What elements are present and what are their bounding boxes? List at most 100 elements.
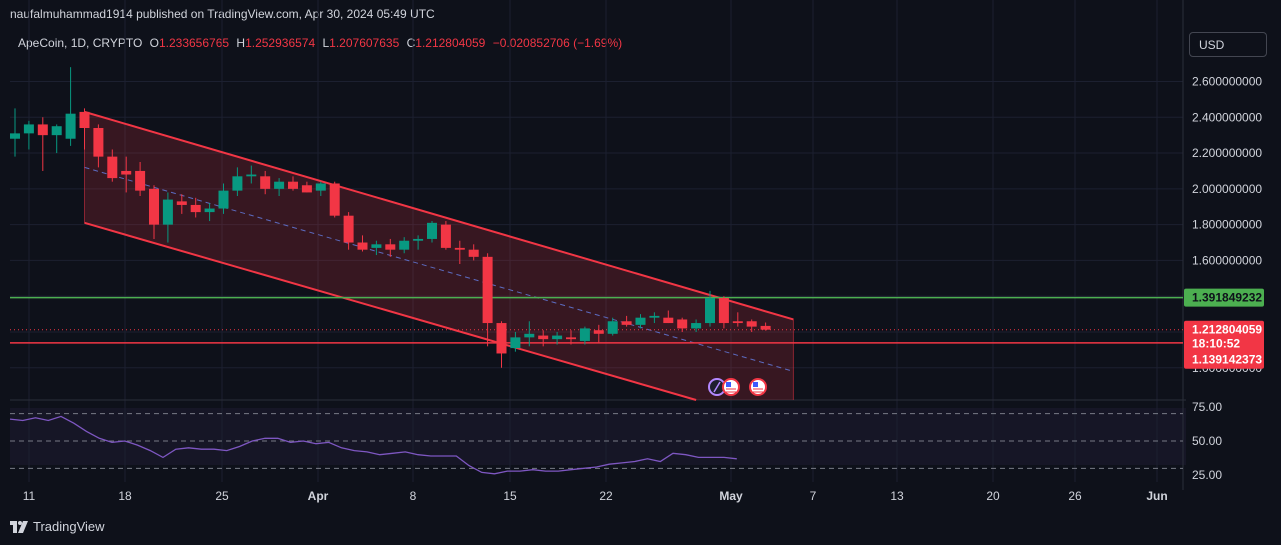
candle-body (427, 222, 437, 239)
candle-body (329, 183, 340, 216)
candle-body (315, 183, 326, 191)
candle-body (10, 133, 20, 139)
high-value: 1.252936574 (245, 36, 316, 50)
date-tick-label: 8 (410, 489, 417, 503)
low-label: L (322, 36, 330, 50)
candle-body (260, 176, 271, 189)
horizontal-levels (10, 296, 1183, 344)
date-tick-label: 13 (890, 489, 904, 503)
events (708, 378, 767, 396)
candle-body (621, 321, 632, 325)
change-value: −0.020852706 (−1.69%) (492, 36, 623, 50)
date-tick-label: 20 (986, 489, 1000, 503)
currency-button[interactable]: USD (1189, 32, 1267, 57)
price-tick-label: 1.600000000 (1192, 253, 1262, 267)
candle-body (566, 337, 576, 340)
last-price-tag (1184, 320, 1264, 369)
candle-body (343, 215, 354, 243)
candle-body (135, 170, 146, 191)
resistance-price-label: 1.391849232 (1192, 291, 1262, 305)
date-tick-label: Jun (1146, 489, 1167, 503)
candle-body (399, 240, 410, 250)
candle-body (607, 321, 618, 334)
rsi-tick-label: 75.00 (1192, 400, 1222, 414)
candle-body (524, 333, 535, 338)
us-flag-icon[interactable] (722, 378, 740, 396)
rsi-band (10, 408, 1186, 465)
candle-body (288, 181, 298, 189)
candle-body (190, 204, 201, 213)
candle-body (552, 335, 563, 340)
channel-fill (84, 111, 794, 400)
candle-body (538, 335, 549, 340)
resistance-price-tag (1184, 288, 1264, 307)
candle-body (51, 126, 62, 136)
rsi-indicator (9, 413, 1183, 475)
candle-body (454, 247, 465, 250)
tradingview-logo-icon (10, 520, 28, 533)
date-tick-label: 7 (810, 489, 817, 503)
support-price-label: 1.139142373 (1192, 353, 1262, 367)
candle-body (649, 315, 660, 318)
candle-body (246, 174, 257, 177)
countdown-label: 18:10:52 (1192, 337, 1240, 351)
price-tick-label: 2.000000000 (1192, 182, 1262, 196)
candle-body (274, 181, 285, 189)
candle-body (301, 185, 312, 193)
close-label: C (406, 36, 416, 50)
price-tick-label: 2.200000000 (1192, 146, 1262, 160)
candle-body (162, 199, 173, 225)
rsi-tick-label: 25.00 (1192, 468, 1222, 482)
date-tick-label: 15 (503, 489, 517, 503)
last-price-label: 1.212804059 (1192, 323, 1262, 337)
regression-channel (84, 110, 794, 401)
candle-body (718, 298, 729, 324)
candle-body (37, 124, 48, 136)
open-label: O (149, 36, 159, 50)
candle-body (121, 170, 132, 175)
date-tick-label: May (719, 489, 743, 503)
candle-body (357, 242, 368, 250)
candle-body (691, 323, 702, 329)
candle-body (677, 319, 688, 329)
candle-body (23, 124, 34, 134)
candle-body (663, 317, 674, 324)
close-value: 1.212804059 (415, 36, 486, 50)
date-tick-label: Apr (308, 489, 329, 503)
candle-body (510, 337, 521, 349)
candle-body (65, 113, 76, 139)
price-tick-label: 1.800000000 (1192, 218, 1262, 232)
candle-body (579, 328, 590, 341)
price-tick-label: 2.400000000 (1192, 110, 1262, 124)
low-value: 1.207607635 (329, 36, 400, 50)
tradingview-logo[interactable]: TradingView (10, 519, 105, 534)
rsi-tick-label: 50.00 (1192, 434, 1222, 448)
candle-body (204, 208, 215, 213)
high-label: H (236, 36, 246, 50)
us-flag-icon[interactable] (749, 378, 767, 396)
rsi-line (9, 415, 737, 475)
date-tick-label: 25 (215, 489, 229, 503)
candle-body (79, 111, 90, 128)
candle-body (176, 201, 187, 205)
candle-body (385, 244, 396, 250)
candle-body (746, 321, 757, 327)
date-tick-label: 11 (23, 489, 36, 503)
symbol-name[interactable]: ApeCoin, 1D, CRYPTO (18, 36, 143, 50)
date-tick-label: 18 (118, 489, 132, 503)
candle-body (371, 244, 382, 248)
candle-body (413, 238, 424, 241)
candle-body (440, 224, 451, 248)
candle-body (732, 321, 743, 324)
candle-body (468, 249, 479, 257)
channel-upper-line (84, 110, 794, 321)
candle-body (149, 188, 159, 225)
open-value: 1.233656765 (158, 36, 230, 50)
candle-body (232, 176, 243, 191)
footer-brand: TradingView (33, 519, 105, 534)
grid (10, 0, 1183, 482)
price-tick-label: 2.600000000 (1192, 74, 1262, 88)
candles (10, 67, 771, 368)
